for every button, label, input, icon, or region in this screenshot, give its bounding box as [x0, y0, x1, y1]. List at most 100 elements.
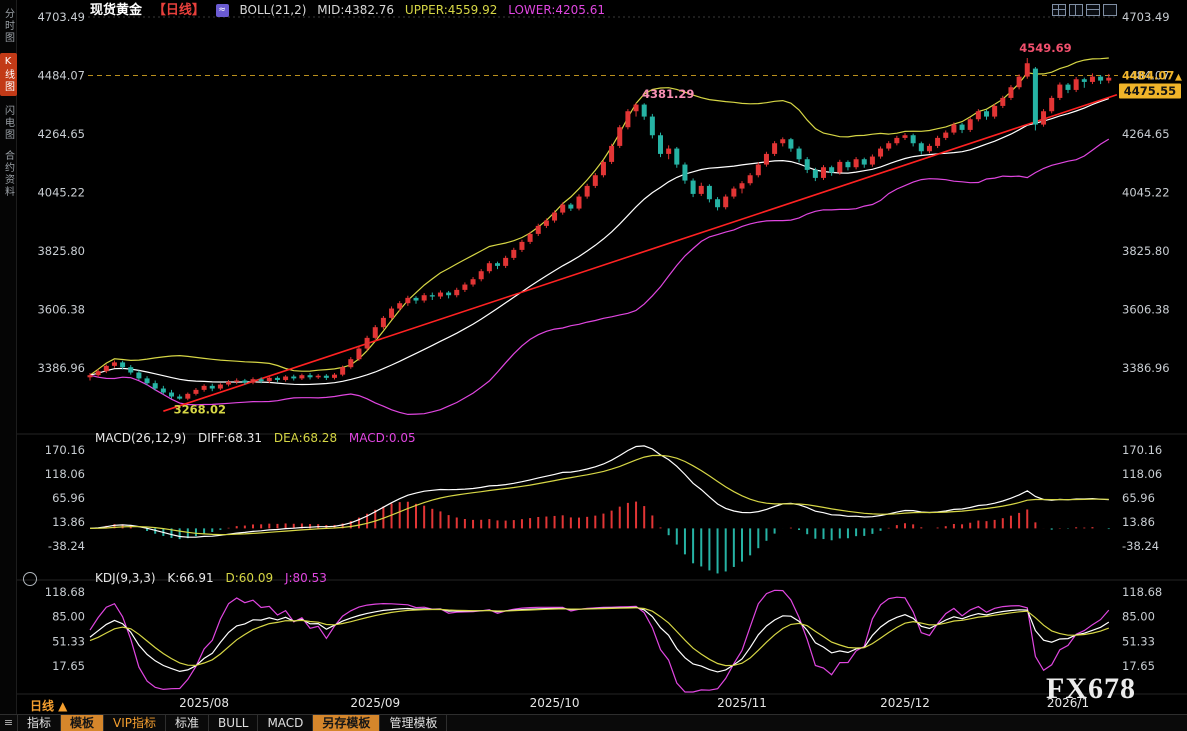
- layout-horizontal-split-icon[interactable]: [1086, 4, 1100, 16]
- candle-body: [935, 137, 941, 146]
- candle-body: [918, 143, 924, 152]
- menu-icon[interactable]: ≡: [0, 715, 18, 731]
- layout-single-icon[interactable]: [1103, 4, 1117, 16]
- candle-body: [1049, 97, 1055, 112]
- kdj-j-line: [89, 589, 1110, 693]
- sidebar-item-lightning-chart[interactable]: 闪电图: [2, 105, 14, 141]
- candle-body: [951, 124, 957, 133]
- candle-body: [193, 389, 199, 394]
- trend-line: [163, 93, 1118, 412]
- macd-legend: MACD(26,12,9) DIFF:68.31 DEA:68.28 MACD:…: [95, 431, 424, 445]
- candle-body: [356, 348, 362, 360]
- candle-body: [291, 376, 297, 379]
- candle-body: [698, 185, 704, 194]
- candle-body: [576, 196, 582, 209]
- price-axis-label: 4484.07: [37, 68, 85, 82]
- last-price-label: 4475.55: [1124, 84, 1176, 98]
- candle-body: [128, 367, 134, 373]
- candle-body: [772, 143, 778, 154]
- candle-body: [478, 271, 484, 280]
- candle-body: [666, 148, 672, 154]
- candle-body: [674, 148, 680, 165]
- kdj-axis-label: 118.68: [1122, 585, 1162, 599]
- candle-body: [503, 257, 509, 266]
- candle-body: [1057, 84, 1063, 98]
- price-axis-label: 4045.22: [37, 186, 85, 200]
- kdj-axis-label: 118.68: [45, 585, 85, 599]
- tab-macd[interactable]: MACD: [258, 715, 314, 731]
- kdj-axis-label: 51.33: [52, 634, 85, 648]
- boll-upper-value: UPPER:4559.92: [404, 3, 498, 17]
- fx678-watermark: FX678: [1046, 672, 1136, 705]
- macd-axis-label: 65.96: [52, 491, 85, 505]
- time-axis-label: 2025/09: [350, 696, 400, 710]
- candle-body: [364, 337, 370, 349]
- candle-body: [747, 175, 753, 184]
- macd-name: MACD(26,12,9): [95, 431, 187, 445]
- time-axis-label: 2025/10: [530, 696, 580, 710]
- candle-body: [136, 372, 142, 379]
- price-annotation: 4549.69: [1019, 41, 1071, 55]
- pane-settings-icon[interactable]: [23, 572, 37, 586]
- candle-body: [519, 241, 525, 250]
- candle-body: [878, 148, 884, 157]
- candle-body: [1016, 76, 1022, 88]
- sidebar-item-time-chart[interactable]: 分时图: [2, 8, 14, 44]
- chart-title-bar: 现货黄金 【日线】 ≈ BOLL(21,2) MID:4382.76 UPPER…: [90, 3, 612, 18]
- candle-body: [1041, 111, 1047, 125]
- candle-body: [372, 327, 378, 338]
- period-selector[interactable]: 日线 ▲: [30, 699, 68, 713]
- candle-body: [389, 308, 395, 318]
- candle-body: [853, 159, 859, 168]
- candle-body: [641, 104, 647, 117]
- layout-grid-icon[interactable]: [1052, 4, 1066, 16]
- candle-body: [723, 196, 729, 208]
- candle-body: [315, 375, 321, 378]
- boll-upper-line: [89, 57, 1109, 376]
- candle-body: [812, 169, 818, 178]
- price-axis-label: 3825.80: [1122, 244, 1170, 258]
- macd-axis-label: 65.96: [1122, 491, 1155, 505]
- candle-body: [527, 233, 533, 242]
- tab-standard[interactable]: 标准: [166, 715, 210, 731]
- candle-body: [763, 153, 769, 165]
- candle-body: [1000, 97, 1006, 106]
- candle-body: [869, 156, 875, 165]
- tab-indicator[interactable]: 指标: [18, 715, 62, 731]
- macd-diff-value: DIFF:68.31: [197, 431, 263, 445]
- kdj-axis-label: 85.00: [52, 610, 85, 624]
- tab-save-template[interactable]: 另存模板: [313, 715, 381, 731]
- time-axis-label: 2025/08: [179, 696, 229, 710]
- level-arrow-icon: ▲: [1175, 72, 1182, 82]
- sidebar-item-kline-chart[interactable]: K线图: [0, 53, 17, 96]
- candle-body: [299, 375, 305, 379]
- tab-manage-template[interactable]: 管理模板: [380, 715, 448, 731]
- kdj-name: KDJ(9,3,3): [95, 571, 156, 585]
- chart-type-sidebar: 分时图 K线图 闪电图 合约资料: [0, 0, 17, 714]
- tab-template[interactable]: 模板: [61, 715, 105, 731]
- candle-body: [715, 199, 721, 208]
- tab-bull[interactable]: BULL: [209, 715, 259, 731]
- candle-body: [861, 159, 867, 165]
- boll-lower-line: [89, 138, 1110, 416]
- candle-body: [429, 295, 435, 297]
- candle-body: [706, 185, 712, 200]
- candle-body: [552, 212, 558, 221]
- layout-vertical-split-icon[interactable]: [1069, 4, 1083, 16]
- candle-body: [625, 111, 631, 128]
- candle-body: [144, 378, 150, 384]
- kdj-axis-label: 51.33: [1122, 634, 1155, 648]
- candle-body: [177, 396, 183, 399]
- level-price-label: 4484.07: [1122, 68, 1174, 82]
- candle-body: [340, 367, 346, 375]
- candle-body: [169, 392, 174, 397]
- price-axis-label: 4045.22: [1122, 186, 1170, 200]
- candle-body: [821, 167, 826, 178]
- boll-indicator-icon[interactable]: ≈: [215, 4, 229, 17]
- tab-vip-indicator[interactable]: VIP指标: [104, 715, 167, 731]
- sidebar-item-contract-info[interactable]: 合约资料: [2, 150, 14, 198]
- macd-axis-label: -38.24: [1122, 539, 1159, 553]
- candle-body: [1065, 84, 1071, 90]
